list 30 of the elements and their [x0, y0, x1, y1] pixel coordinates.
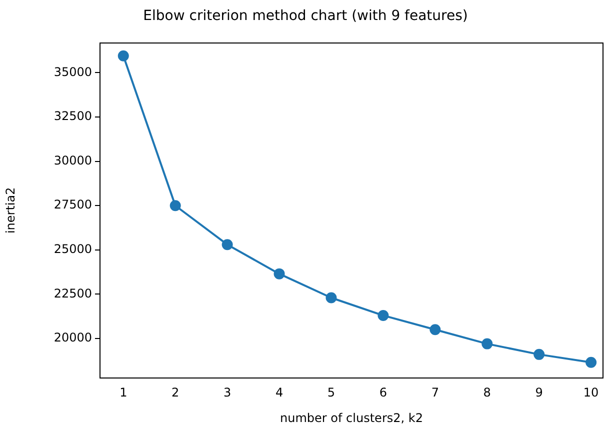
x-tick-label: 9: [535, 385, 543, 400]
point: [482, 338, 493, 350]
x-tick-label: 3: [223, 385, 232, 400]
x-axis-title: number of clusters2, k2: [280, 410, 423, 425]
point: [274, 268, 285, 280]
point: [378, 310, 389, 321]
point: [222, 239, 233, 250]
y-tick-label: 20000: [54, 330, 92, 345]
x-tick-label: 2: [172, 385, 180, 400]
y-tick-label: 22500: [54, 286, 92, 300]
point: [586, 356, 597, 368]
x-tick-label: 1: [120, 385, 128, 400]
point: [430, 324, 441, 336]
chart-title: Elbow criterion method chart (with 9 features): [143, 8, 468, 24]
y-tick-label: 35000: [54, 64, 92, 79]
y-tick-label: 25000: [54, 242, 92, 256]
point: [326, 292, 337, 304]
point: [534, 348, 545, 360]
x-tick-label: 5: [327, 385, 336, 400]
y-axis-title: inertia2: [3, 187, 18, 234]
y-tick-label: 30000: [54, 153, 92, 168]
x-tick-label: 7: [431, 385, 439, 400]
x-tick-label: 4: [275, 385, 284, 400]
point: [170, 200, 181, 212]
x-tick-label: 10: [583, 385, 599, 400]
y-tick-label: 27500: [54, 198, 92, 212]
point: [118, 50, 129, 62]
x-tick-label: 8: [483, 385, 491, 400]
x-tick-label: 6: [379, 385, 388, 400]
y-tick-label: 32500: [54, 109, 92, 124]
